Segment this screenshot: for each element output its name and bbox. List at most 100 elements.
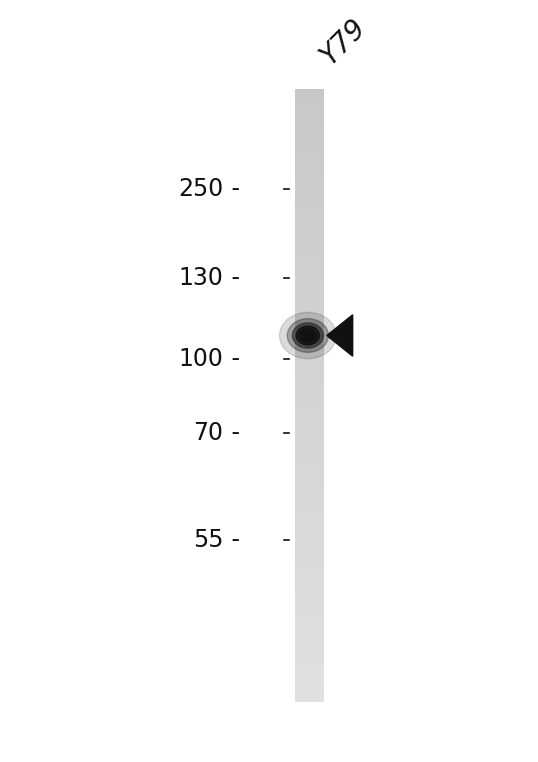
- Bar: [295, 187, 324, 189]
- Bar: [295, 700, 324, 702]
- Bar: [295, 230, 324, 232]
- Bar: [295, 248, 324, 250]
- Bar: [295, 620, 324, 622]
- Bar: [295, 255, 324, 256]
- Bar: [295, 642, 324, 645]
- Bar: [295, 387, 324, 389]
- Bar: [295, 228, 324, 230]
- Bar: [295, 512, 324, 514]
- Text: -: -: [224, 177, 240, 201]
- Bar: [295, 491, 324, 493]
- Bar: [295, 183, 324, 185]
- Bar: [295, 267, 324, 269]
- Bar: [295, 459, 324, 461]
- Bar: [295, 463, 324, 465]
- Bar: [295, 348, 324, 351]
- Bar: [295, 506, 324, 507]
- Bar: [295, 456, 324, 459]
- Bar: [295, 240, 324, 242]
- Bar: [295, 404, 324, 405]
- Text: Y79: Y79: [315, 13, 371, 70]
- Bar: [295, 146, 324, 148]
- Bar: [295, 641, 324, 642]
- Bar: [295, 540, 324, 543]
- Bar: [295, 645, 324, 647]
- Bar: [295, 120, 324, 121]
- Bar: [295, 211, 324, 213]
- Bar: [295, 261, 324, 262]
- Bar: [295, 314, 324, 315]
- Bar: [295, 115, 324, 117]
- Text: -: -: [224, 421, 240, 444]
- Bar: [295, 402, 324, 404]
- Bar: [295, 127, 324, 130]
- Bar: [295, 659, 324, 661]
- Bar: [295, 213, 324, 216]
- Bar: [295, 693, 324, 696]
- Bar: [295, 667, 324, 669]
- Bar: [295, 520, 324, 522]
- Bar: [295, 526, 324, 528]
- Bar: [295, 315, 324, 318]
- Bar: [295, 262, 324, 264]
- Bar: [295, 518, 324, 520]
- Bar: [295, 473, 324, 475]
- Bar: [295, 671, 324, 673]
- Bar: [295, 630, 324, 632]
- Bar: [295, 326, 324, 328]
- Bar: [295, 219, 324, 222]
- Bar: [295, 111, 324, 114]
- Bar: [295, 408, 324, 410]
- Bar: [295, 489, 324, 491]
- Bar: [295, 236, 324, 238]
- Bar: [295, 692, 324, 693]
- Bar: [295, 442, 324, 444]
- Bar: [295, 411, 324, 414]
- Bar: [295, 205, 324, 207]
- Bar: [295, 514, 324, 516]
- Bar: [295, 283, 324, 285]
- Bar: [295, 216, 324, 217]
- Bar: [295, 289, 324, 291]
- Bar: [295, 242, 324, 244]
- Ellipse shape: [300, 329, 316, 342]
- Text: 100: 100: [179, 347, 223, 371]
- Bar: [295, 172, 324, 174]
- Bar: [295, 467, 324, 469]
- Bar: [295, 391, 324, 393]
- Bar: [295, 585, 324, 588]
- Bar: [295, 332, 324, 334]
- Bar: [295, 581, 324, 583]
- Bar: [295, 99, 324, 101]
- Bar: [295, 222, 324, 224]
- Bar: [295, 522, 324, 524]
- Text: 55: 55: [193, 528, 223, 552]
- Bar: [295, 344, 324, 346]
- Bar: [295, 487, 324, 489]
- Bar: [295, 138, 324, 140]
- Bar: [295, 504, 324, 506]
- Bar: [295, 577, 324, 579]
- Bar: [295, 246, 324, 248]
- Bar: [295, 224, 324, 226]
- Bar: [295, 608, 324, 610]
- Bar: [295, 543, 324, 545]
- Bar: [295, 168, 324, 171]
- Bar: [295, 632, 324, 635]
- Ellipse shape: [287, 319, 329, 352]
- Bar: [295, 561, 324, 563]
- Bar: [295, 281, 324, 283]
- Text: -: -: [224, 266, 240, 290]
- Bar: [295, 179, 324, 181]
- Bar: [295, 371, 324, 373]
- Bar: [295, 375, 324, 377]
- Bar: [295, 447, 324, 448]
- Bar: [295, 158, 324, 160]
- Bar: [295, 174, 324, 177]
- Bar: [295, 121, 324, 123]
- Bar: [295, 93, 324, 95]
- Bar: [295, 109, 324, 111]
- Bar: [295, 293, 324, 295]
- Bar: [295, 338, 324, 340]
- Bar: [295, 571, 324, 573]
